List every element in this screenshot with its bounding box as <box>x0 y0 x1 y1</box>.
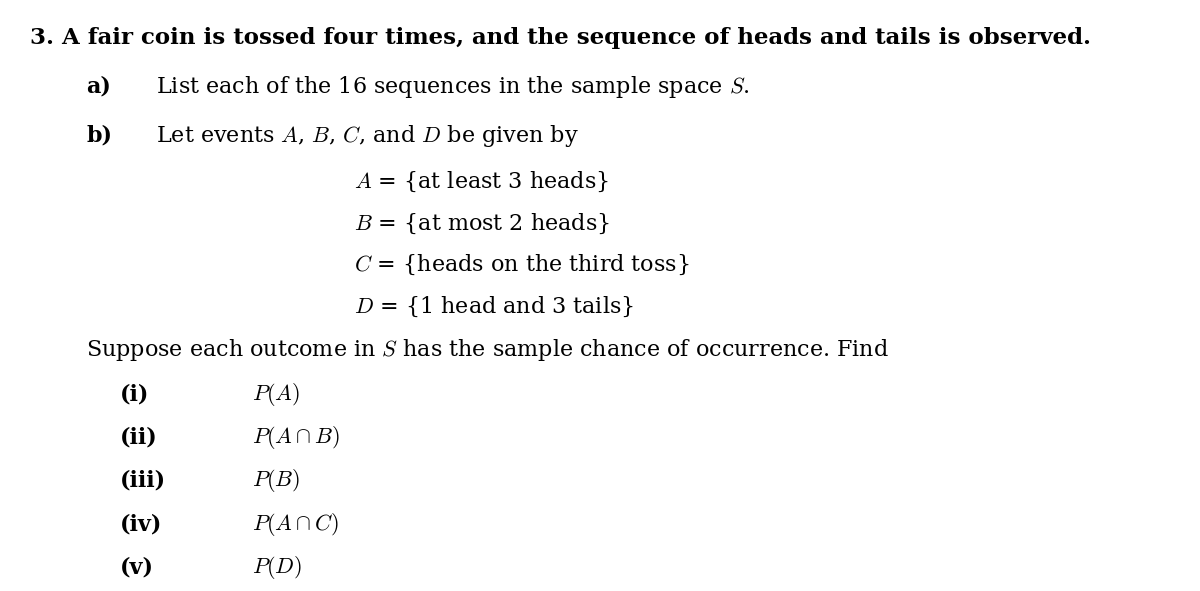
Text: (iv): (iv) <box>120 513 162 535</box>
Text: b): b) <box>86 125 113 147</box>
Text: a): a) <box>86 76 112 98</box>
Text: (v): (v) <box>120 556 154 579</box>
Text: $P(D)$: $P(D)$ <box>252 554 301 581</box>
Text: Suppose each outcome in $S$ has the sample chance of occurrence. Find: Suppose each outcome in $S$ has the samp… <box>86 337 889 363</box>
Text: $A$ = {at least 3 heads}: $A$ = {at least 3 heads} <box>354 169 608 194</box>
Text: 3. A fair coin is tossed four times, and the sequence of heads and tails is obse: 3. A fair coin is tossed four times, and… <box>30 27 1091 50</box>
Text: List each of the 16 sequences in the sample space $S$.: List each of the 16 sequences in the sam… <box>142 74 749 100</box>
Text: (i): (i) <box>120 383 149 405</box>
Text: $D$ = {1 head and 3 tails}: $D$ = {1 head and 3 tails} <box>354 295 634 320</box>
Text: (ii): (ii) <box>120 426 157 449</box>
Text: (iii): (iii) <box>120 469 166 492</box>
Text: $P(B)$: $P(B)$ <box>252 467 300 494</box>
Text: Let events $A$, $B$, $C$, and $D$ be given by: Let events $A$, $B$, $C$, and $D$ be giv… <box>142 123 578 149</box>
Text: $P(A)$: $P(A)$ <box>252 381 300 408</box>
Text: $P(A \cap B)$: $P(A \cap B)$ <box>252 424 340 451</box>
Text: $P(A \cap C)$: $P(A \cap C)$ <box>252 511 338 538</box>
Text: $C$ = {heads on the third toss}: $C$ = {heads on the third toss} <box>354 253 690 278</box>
Text: $B$ = {at most 2 heads}: $B$ = {at most 2 heads} <box>354 211 610 236</box>
